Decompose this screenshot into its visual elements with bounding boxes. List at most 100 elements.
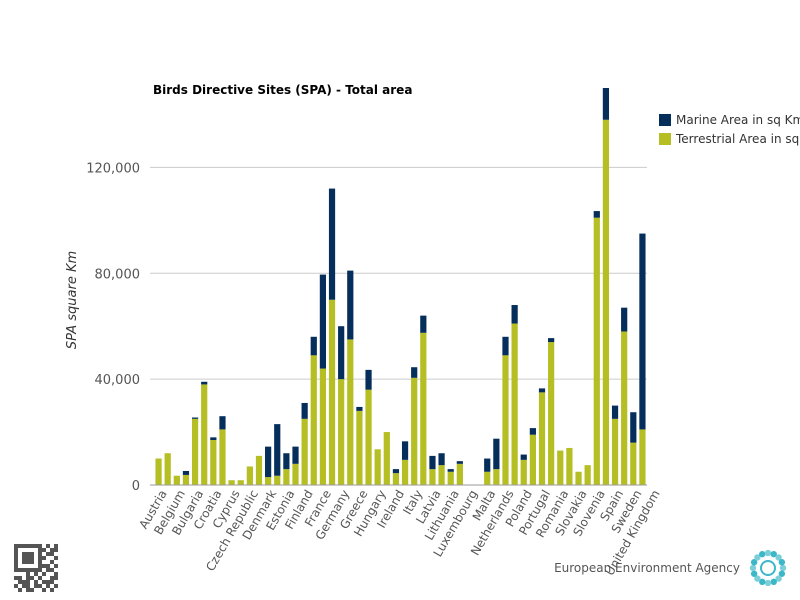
bar-terrestrial[interactable] bbox=[484, 471, 491, 485]
bar-terrestrial[interactable] bbox=[164, 453, 171, 485]
qr-module bbox=[38, 560, 42, 564]
bar-marine[interactable] bbox=[639, 233, 646, 430]
bar-terrestrial[interactable] bbox=[493, 469, 500, 485]
bar-marine[interactable] bbox=[593, 211, 600, 218]
bar-terrestrial[interactable] bbox=[593, 217, 600, 486]
bar-terrestrial[interactable] bbox=[255, 455, 263, 485]
bar-terrestrial[interactable] bbox=[383, 432, 390, 485]
bar-terrestrial[interactable] bbox=[538, 392, 546, 485]
bar-marine[interactable] bbox=[611, 405, 619, 419]
qr-module bbox=[14, 544, 18, 548]
bar-marine[interactable] bbox=[319, 274, 327, 369]
bar-marine[interactable] bbox=[447, 469, 454, 472]
bar-terrestrial[interactable] bbox=[219, 429, 226, 485]
bar-marine[interactable] bbox=[401, 441, 409, 460]
bar-terrestrial[interactable] bbox=[447, 471, 454, 485]
bar-terrestrial[interactable] bbox=[237, 480, 244, 485]
bar-marine[interactable] bbox=[621, 307, 628, 332]
bar-marine[interactable] bbox=[520, 454, 527, 460]
bar-terrestrial[interactable] bbox=[210, 440, 217, 485]
bar-terrestrial[interactable] bbox=[283, 469, 290, 485]
bar-terrestrial[interactable] bbox=[611, 418, 619, 485]
bar-marine[interactable] bbox=[283, 453, 290, 470]
qr-module bbox=[38, 564, 42, 568]
bar-terrestrial[interactable] bbox=[328, 299, 336, 485]
bar-terrestrial[interactable] bbox=[429, 469, 436, 485]
bar-terrestrial[interactable] bbox=[191, 418, 199, 485]
bar-marine[interactable] bbox=[484, 458, 491, 472]
bar-marine[interactable] bbox=[182, 470, 190, 475]
bar-marine[interactable] bbox=[328, 188, 336, 300]
bar-marine[interactable] bbox=[265, 446, 272, 478]
bar-terrestrial[interactable] bbox=[566, 447, 573, 485]
bar-marine[interactable] bbox=[191, 417, 199, 419]
bar-marine[interactable] bbox=[201, 381, 208, 385]
bar-marine[interactable] bbox=[548, 338, 555, 343]
bar-terrestrial[interactable] bbox=[602, 119, 610, 485]
bar-terrestrial[interactable] bbox=[630, 442, 637, 485]
bar-terrestrial[interactable] bbox=[265, 477, 272, 485]
bar-terrestrial[interactable] bbox=[301, 418, 308, 485]
bar-marine[interactable] bbox=[356, 406, 363, 411]
bar-terrestrial[interactable] bbox=[173, 475, 180, 485]
bar-terrestrial[interactable] bbox=[529, 434, 536, 485]
bar-terrestrial[interactable] bbox=[438, 465, 445, 485]
qr-module bbox=[22, 568, 26, 572]
bar-terrestrial[interactable] bbox=[374, 449, 381, 485]
bar-marine[interactable] bbox=[529, 428, 536, 435]
bar-terrestrial[interactable] bbox=[548, 342, 555, 485]
bar-marine[interactable] bbox=[420, 315, 427, 333]
bar-terrestrial[interactable] bbox=[338, 379, 345, 485]
bar-marine[interactable] bbox=[411, 367, 418, 378]
bar-terrestrial[interactable] bbox=[575, 471, 582, 485]
bar-marine[interactable] bbox=[338, 326, 345, 380]
bar-marine[interactable] bbox=[210, 437, 217, 441]
legend[interactable]: Marine Area in sq Km Terrestrial Area in… bbox=[659, 113, 800, 146]
bar-marine[interactable] bbox=[502, 336, 509, 356]
bar-marine[interactable] bbox=[292, 446, 299, 464]
bar-terrestrial[interactable] bbox=[310, 355, 317, 485]
bar-marine[interactable] bbox=[392, 469, 400, 474]
qr-module bbox=[22, 552, 26, 556]
bar-marine[interactable] bbox=[456, 461, 463, 464]
bar-terrestrial[interactable] bbox=[456, 463, 463, 485]
qr-module bbox=[50, 568, 54, 572]
bar-terrestrial[interactable] bbox=[356, 410, 363, 485]
bar-marine[interactable] bbox=[301, 402, 308, 419]
bar-marine[interactable] bbox=[219, 416, 226, 430]
bar-terrestrial[interactable] bbox=[274, 475, 281, 485]
bar-terrestrial[interactable] bbox=[182, 474, 190, 485]
qr-module bbox=[34, 580, 38, 584]
bar-terrestrial[interactable] bbox=[401, 459, 409, 485]
bar-terrestrial[interactable] bbox=[584, 465, 591, 485]
bar-terrestrial[interactable] bbox=[392, 473, 400, 485]
bar-terrestrial[interactable] bbox=[502, 355, 509, 485]
bar-terrestrial[interactable] bbox=[246, 466, 253, 485]
bar-terrestrial[interactable] bbox=[347, 339, 354, 485]
bar-terrestrial[interactable] bbox=[292, 463, 299, 485]
qr-module bbox=[42, 564, 46, 568]
bar-terrestrial[interactable] bbox=[557, 450, 564, 485]
bar-terrestrial[interactable] bbox=[201, 384, 208, 485]
bar-terrestrial[interactable] bbox=[155, 458, 162, 485]
bar-marine[interactable] bbox=[493, 438, 500, 470]
bar-marine[interactable] bbox=[429, 455, 436, 470]
bar-marine[interactable] bbox=[538, 388, 546, 393]
bar-terrestrial[interactable] bbox=[228, 480, 235, 485]
bar-terrestrial[interactable] bbox=[411, 377, 418, 485]
bar-marine[interactable] bbox=[438, 453, 445, 466]
bar-terrestrial[interactable] bbox=[319, 368, 327, 485]
bar-terrestrial[interactable] bbox=[520, 459, 527, 485]
bar-marine[interactable] bbox=[630, 412, 637, 443]
bar-terrestrial[interactable] bbox=[621, 331, 628, 485]
bar-marine[interactable] bbox=[274, 424, 281, 476]
bar-terrestrial[interactable] bbox=[639, 429, 646, 485]
bar-marine[interactable] bbox=[511, 305, 518, 324]
bar-marine[interactable] bbox=[602, 88, 610, 120]
bar-marine[interactable] bbox=[310, 336, 317, 356]
bar-terrestrial[interactable] bbox=[511, 323, 518, 485]
bar-marine[interactable] bbox=[347, 270, 354, 340]
bar-terrestrial[interactable] bbox=[420, 332, 427, 485]
bar-marine[interactable] bbox=[365, 369, 372, 390]
bar-terrestrial[interactable] bbox=[365, 389, 372, 485]
